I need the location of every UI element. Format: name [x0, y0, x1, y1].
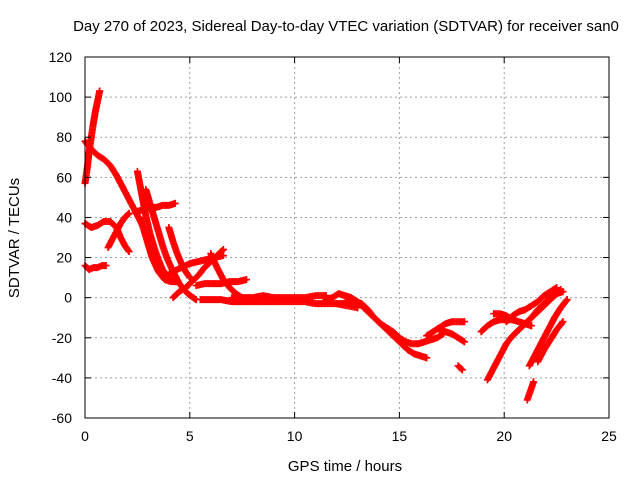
y-axis-label: SDTVAR / TECUs: [6, 178, 23, 298]
data-point: [125, 209, 133, 217]
series-arc-5: [81, 262, 110, 274]
y-tick-label: -20: [52, 330, 72, 346]
series-arc-27: [521, 288, 567, 328]
series-arc-9: [133, 199, 179, 215]
data-point: [171, 199, 179, 207]
data-point: [219, 246, 227, 254]
data-point: [185, 272, 193, 280]
series-arc-10: [165, 223, 194, 282]
data-point: [459, 337, 467, 345]
data-point: [558, 319, 566, 327]
series-arc-30: [523, 378, 538, 404]
series-arc-7: [135, 213, 181, 286]
series-arc-25: [502, 284, 561, 326]
y-tick-label: -60: [52, 410, 72, 426]
data-point: [458, 366, 466, 374]
data-point: [457, 365, 465, 373]
data-point: [559, 288, 567, 296]
data-point: [563, 296, 571, 304]
data-point: [125, 248, 133, 256]
axis-ticks: 0 5 10 15 20 25 -60 -40 -20 0 20 40 60 80 100 120: [49, 49, 617, 444]
series-arc-19: [423, 318, 468, 340]
data-point: [218, 247, 226, 255]
chart-title: Day 270 of 2023, Sidereal Day-to-day VTE…: [73, 18, 619, 35]
series-arc-16: [228, 292, 330, 302]
data-point: [124, 246, 132, 254]
data-point: [530, 378, 538, 386]
series-arc-28: [525, 296, 571, 370]
series-arc-20: [435, 326, 468, 346]
y-tick-label: 120: [49, 49, 73, 65]
data-point: [460, 318, 468, 326]
series-arc-21: [454, 362, 466, 374]
series-arc-15: [196, 296, 361, 312]
data-point: [460, 338, 468, 346]
y-tick-label: 20: [56, 250, 72, 266]
series-arc-4: [104, 209, 133, 252]
x-tick-label: 0: [81, 428, 89, 444]
series-arc-18: [322, 290, 431, 362]
x-axis-label: GPS time / hours: [288, 458, 402, 475]
series-arc-2: [81, 137, 146, 227]
x-tick-label: 10: [287, 428, 303, 444]
data-point: [559, 318, 567, 326]
x-tick-label: 20: [496, 428, 512, 444]
series-arc-3: [81, 217, 133, 256]
y-tick-label: 40: [56, 209, 72, 225]
data-point: [562, 297, 570, 305]
data-points: [81, 87, 571, 404]
y-tick-label: -40: [52, 370, 72, 386]
x-tick-label: 5: [186, 428, 194, 444]
x-tick-label: 15: [392, 428, 408, 444]
data-point: [102, 262, 110, 270]
plot-frame: [84, 56, 610, 419]
series-arc-29: [534, 318, 567, 366]
y-tick-label: 80: [56, 129, 72, 145]
y-tick-label: 0: [64, 290, 72, 306]
y-tick-label: 60: [56, 169, 72, 185]
data-point: [124, 210, 132, 218]
series-arc-8: [142, 185, 200, 304]
data-point: [242, 276, 250, 284]
data-point: [423, 354, 431, 362]
data-point: [527, 322, 535, 330]
data-point: [96, 87, 104, 95]
data-point: [191, 295, 199, 303]
y-tick-label: 100: [49, 89, 73, 105]
x-tick-label: 25: [601, 428, 617, 444]
data-point: [551, 284, 559, 292]
